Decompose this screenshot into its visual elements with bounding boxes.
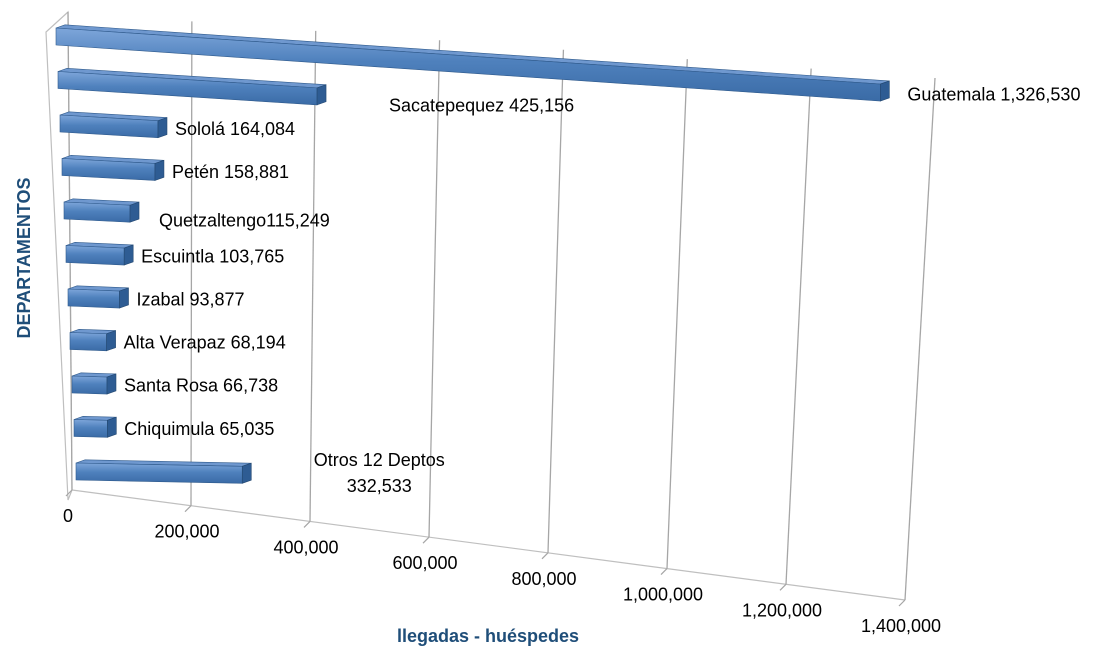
data-label: Chiquimula 65,035	[124, 419, 274, 439]
gridlines	[65, 11, 936, 607]
bar-end	[107, 416, 117, 438]
floor-edge	[71, 489, 906, 601]
tick-mark	[422, 536, 430, 544]
tick-mark	[898, 599, 906, 607]
x-tick-label: 1,000,000	[623, 585, 703, 605]
x-tick-label: 400,000	[273, 537, 338, 557]
bar-end	[316, 84, 327, 106]
bar	[73, 416, 117, 438]
bar-end	[123, 244, 134, 266]
tick-mark	[184, 505, 192, 513]
data-label: Alta Verapaz 68,194	[124, 332, 286, 352]
tick-mark	[541, 552, 549, 560]
bar-end	[880, 80, 890, 102]
gridline	[547, 49, 565, 553]
bar-front	[63, 201, 131, 223]
gridline	[785, 68, 812, 585]
data-label: Quetzaltengo115,249	[159, 211, 330, 231]
data-label: Guatemala 1,326,530	[907, 85, 1080, 105]
bar-front	[75, 462, 243, 484]
bar	[59, 111, 168, 139]
x-tick-label: 200,000	[154, 522, 219, 542]
bar-end	[119, 287, 129, 309]
bar-top	[55, 24, 890, 85]
data-label: Otros 12 Deptos	[314, 450, 445, 470]
tick-mark	[303, 521, 311, 528]
gridline	[428, 40, 441, 538]
bar-end	[241, 462, 252, 484]
bar	[69, 329, 116, 352]
bar	[71, 372, 117, 395]
bar-end	[129, 201, 140, 223]
bar-end	[106, 373, 117, 395]
bar	[67, 285, 129, 309]
x-axis-ticks: 0 200,000 400,000 600,000 800,000 1,000,000 1,…	[63, 506, 941, 636]
gridline	[309, 30, 317, 522]
bar-front	[71, 375, 108, 395]
bar	[75, 459, 252, 484]
data-label: Escuintla 103,765	[141, 247, 284, 267]
x-tick-label: 0	[63, 506, 73, 526]
x-tick-label: 1,200,000	[742, 600, 822, 620]
bar-end	[106, 330, 116, 352]
bar-end	[154, 159, 165, 181]
data-labels: Guatemala 1,326,530 Sacatepequez 425,156 S…	[124, 85, 1081, 496]
x-tick-label: 1,400,000	[861, 616, 941, 636]
bar	[65, 242, 134, 266]
data-label: Sololá 164,084	[175, 119, 295, 139]
gridline	[666, 59, 688, 569]
bar-front	[65, 245, 125, 266]
bar-end	[157, 117, 168, 139]
bars	[55, 24, 890, 484]
gridline	[190, 21, 193, 506]
x-tick-label: 600,000	[392, 553, 457, 573]
tick-mark	[779, 583, 787, 591]
x-axis-title: llegadas - huéspedes	[397, 626, 579, 646]
tick-mark	[660, 568, 668, 575]
data-label: Izabal 93,877	[136, 290, 244, 310]
bar	[55, 24, 890, 102]
bar	[63, 198, 140, 223]
bar	[57, 68, 327, 106]
tick-mark	[65, 489, 73, 497]
y-axis-title: DEPARTAMENTOS	[14, 177, 34, 338]
bar-front	[73, 419, 108, 438]
x-tick-label: 800,000	[511, 569, 576, 589]
bar	[61, 155, 165, 181]
bar-front	[69, 332, 107, 352]
gridline	[904, 77, 936, 601]
bar-front	[67, 288, 120, 309]
data-label: Santa Rosa 66,738	[124, 376, 278, 396]
data-label: 332,533	[347, 476, 412, 496]
data-label: Sacatepequez 425,156	[389, 95, 574, 115]
data-label: Petén 158,881	[172, 162, 289, 182]
